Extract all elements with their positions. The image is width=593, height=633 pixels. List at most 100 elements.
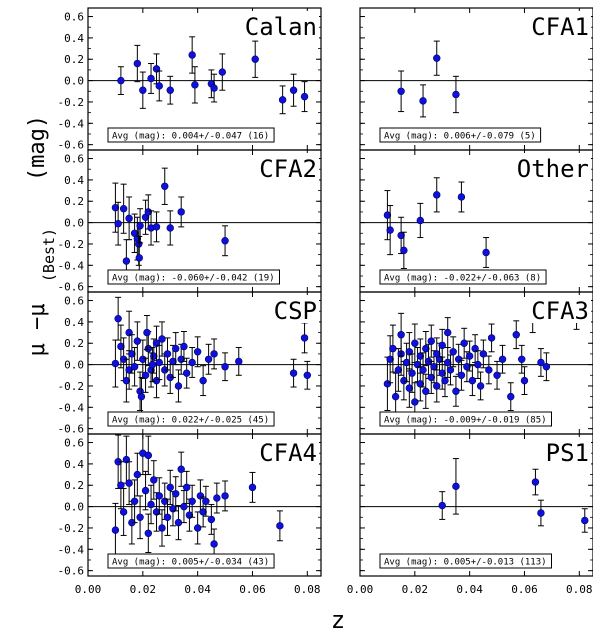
panel-name: CFA2 bbox=[259, 155, 317, 183]
data-point bbox=[300, 92, 309, 101]
data-point bbox=[158, 335, 166, 343]
data-point bbox=[188, 51, 196, 59]
data-point bbox=[468, 376, 477, 385]
data-point bbox=[493, 371, 501, 379]
data-point bbox=[166, 86, 174, 94]
data-point bbox=[114, 314, 122, 323]
data-point bbox=[199, 376, 207, 385]
data-point bbox=[133, 59, 142, 68]
data-point bbox=[130, 497, 139, 505]
data-point bbox=[476, 382, 485, 390]
data-point bbox=[452, 387, 460, 395]
data-point bbox=[182, 483, 191, 492]
panel-ps1: 0.00 0.02 0.04 0.06 0.08 PS1 Avg (mag): 0.005+… bbox=[347, 433, 593, 596]
y-tick-label: 0.0 bbox=[64, 75, 84, 88]
data-point bbox=[537, 358, 545, 367]
data-point bbox=[446, 366, 455, 374]
y-tick-label: 0.6 bbox=[64, 153, 84, 166]
data-point bbox=[457, 193, 466, 201]
y-tick-label: 0.6 bbox=[64, 437, 84, 450]
y-tick-label: 0.0 bbox=[64, 359, 84, 372]
data-point bbox=[391, 392, 400, 401]
panel-name-bg bbox=[255, 437, 319, 465]
data-point bbox=[449, 348, 457, 356]
y-tick-label: 0.4 bbox=[64, 458, 84, 471]
data-point bbox=[143, 328, 151, 337]
data-point bbox=[278, 96, 287, 104]
data-point bbox=[531, 478, 540, 486]
data-point bbox=[196, 492, 205, 500]
x-tick-label: 0.02 bbox=[402, 583, 429, 596]
data-point bbox=[135, 240, 143, 248]
data-point bbox=[111, 203, 120, 212]
y-tick-label: 0.0 bbox=[64, 501, 84, 514]
x-tick-label: 0.08 bbox=[294, 583, 321, 596]
data-point bbox=[386, 226, 394, 234]
data-point bbox=[289, 86, 298, 94]
data-point bbox=[438, 341, 446, 350]
data-point bbox=[155, 358, 163, 367]
avg-box bbox=[379, 127, 542, 143]
y-tick-label: 0.6 bbox=[64, 295, 84, 308]
x-tick-label: 0.02 bbox=[130, 583, 157, 596]
data-point bbox=[457, 371, 466, 379]
data-point bbox=[182, 369, 191, 377]
data-point bbox=[520, 376, 529, 385]
points-group bbox=[111, 167, 229, 283]
x-tick-label: 0.06 bbox=[511, 583, 538, 596]
data-point bbox=[218, 68, 227, 76]
data-point bbox=[136, 513, 144, 521]
avg-box bbox=[379, 269, 547, 285]
panel-name: CFA1 bbox=[531, 13, 589, 41]
data-point bbox=[485, 366, 493, 374]
data-point bbox=[128, 350, 136, 358]
data-point bbox=[122, 376, 131, 385]
y-tick-label: -0.6 bbox=[58, 565, 85, 578]
panel-cfa1: CFA1 Avg (mag): 0.006+/-0.079 (5) bbox=[359, 7, 593, 151]
data-point bbox=[177, 208, 185, 216]
data-point bbox=[147, 74, 155, 83]
x-tick-label: 0.08 bbox=[566, 583, 593, 596]
y-tick-label: -0.4 bbox=[58, 259, 85, 272]
data-point bbox=[163, 513, 172, 521]
data-point bbox=[139, 355, 147, 363]
y-tick-label: 0.4 bbox=[64, 174, 84, 187]
y-tick-label: -0.4 bbox=[58, 117, 85, 130]
panel-name-bg bbox=[255, 153, 319, 181]
data-point bbox=[172, 344, 180, 353]
avg-label: Avg (mag): 0.005+/-0.034 (43) bbox=[112, 558, 269, 568]
data-point bbox=[161, 182, 169, 191]
data-point bbox=[474, 360, 482, 369]
data-point bbox=[188, 358, 196, 367]
data-point bbox=[193, 524, 202, 532]
points-group bbox=[383, 296, 581, 422]
data-point bbox=[199, 508, 207, 516]
data-point bbox=[139, 86, 147, 94]
panel-name: CSP bbox=[274, 297, 317, 325]
y-tick-label: -0.4 bbox=[58, 401, 85, 414]
data-point bbox=[210, 84, 218, 92]
data-point bbox=[465, 352, 474, 360]
y-tick-label: 0.4 bbox=[64, 32, 84, 45]
data-point bbox=[193, 348, 202, 356]
data-point bbox=[111, 526, 120, 534]
x-tick-label: 0.04 bbox=[184, 583, 211, 596]
avg-label: Avg (mag): 0.005+/-0.013 (113) bbox=[384, 558, 547, 568]
data-point bbox=[155, 492, 163, 500]
data-point bbox=[166, 483, 174, 492]
data-point bbox=[518, 355, 526, 363]
panel-name-bg bbox=[269, 295, 319, 323]
y-axis-subscript: (Best) bbox=[40, 228, 58, 282]
data-point bbox=[148, 360, 157, 369]
points-group bbox=[117, 36, 309, 115]
data-point bbox=[422, 387, 430, 395]
data-point bbox=[498, 355, 507, 363]
data-point bbox=[383, 380, 392, 388]
data-point bbox=[117, 342, 125, 351]
data-point bbox=[122, 257, 131, 265]
y-tick-label: 0.2 bbox=[64, 337, 84, 350]
y-tick-label: -0.4 bbox=[58, 543, 85, 556]
data-point bbox=[405, 384, 414, 392]
data-point bbox=[204, 355, 213, 363]
points-group bbox=[383, 177, 490, 270]
